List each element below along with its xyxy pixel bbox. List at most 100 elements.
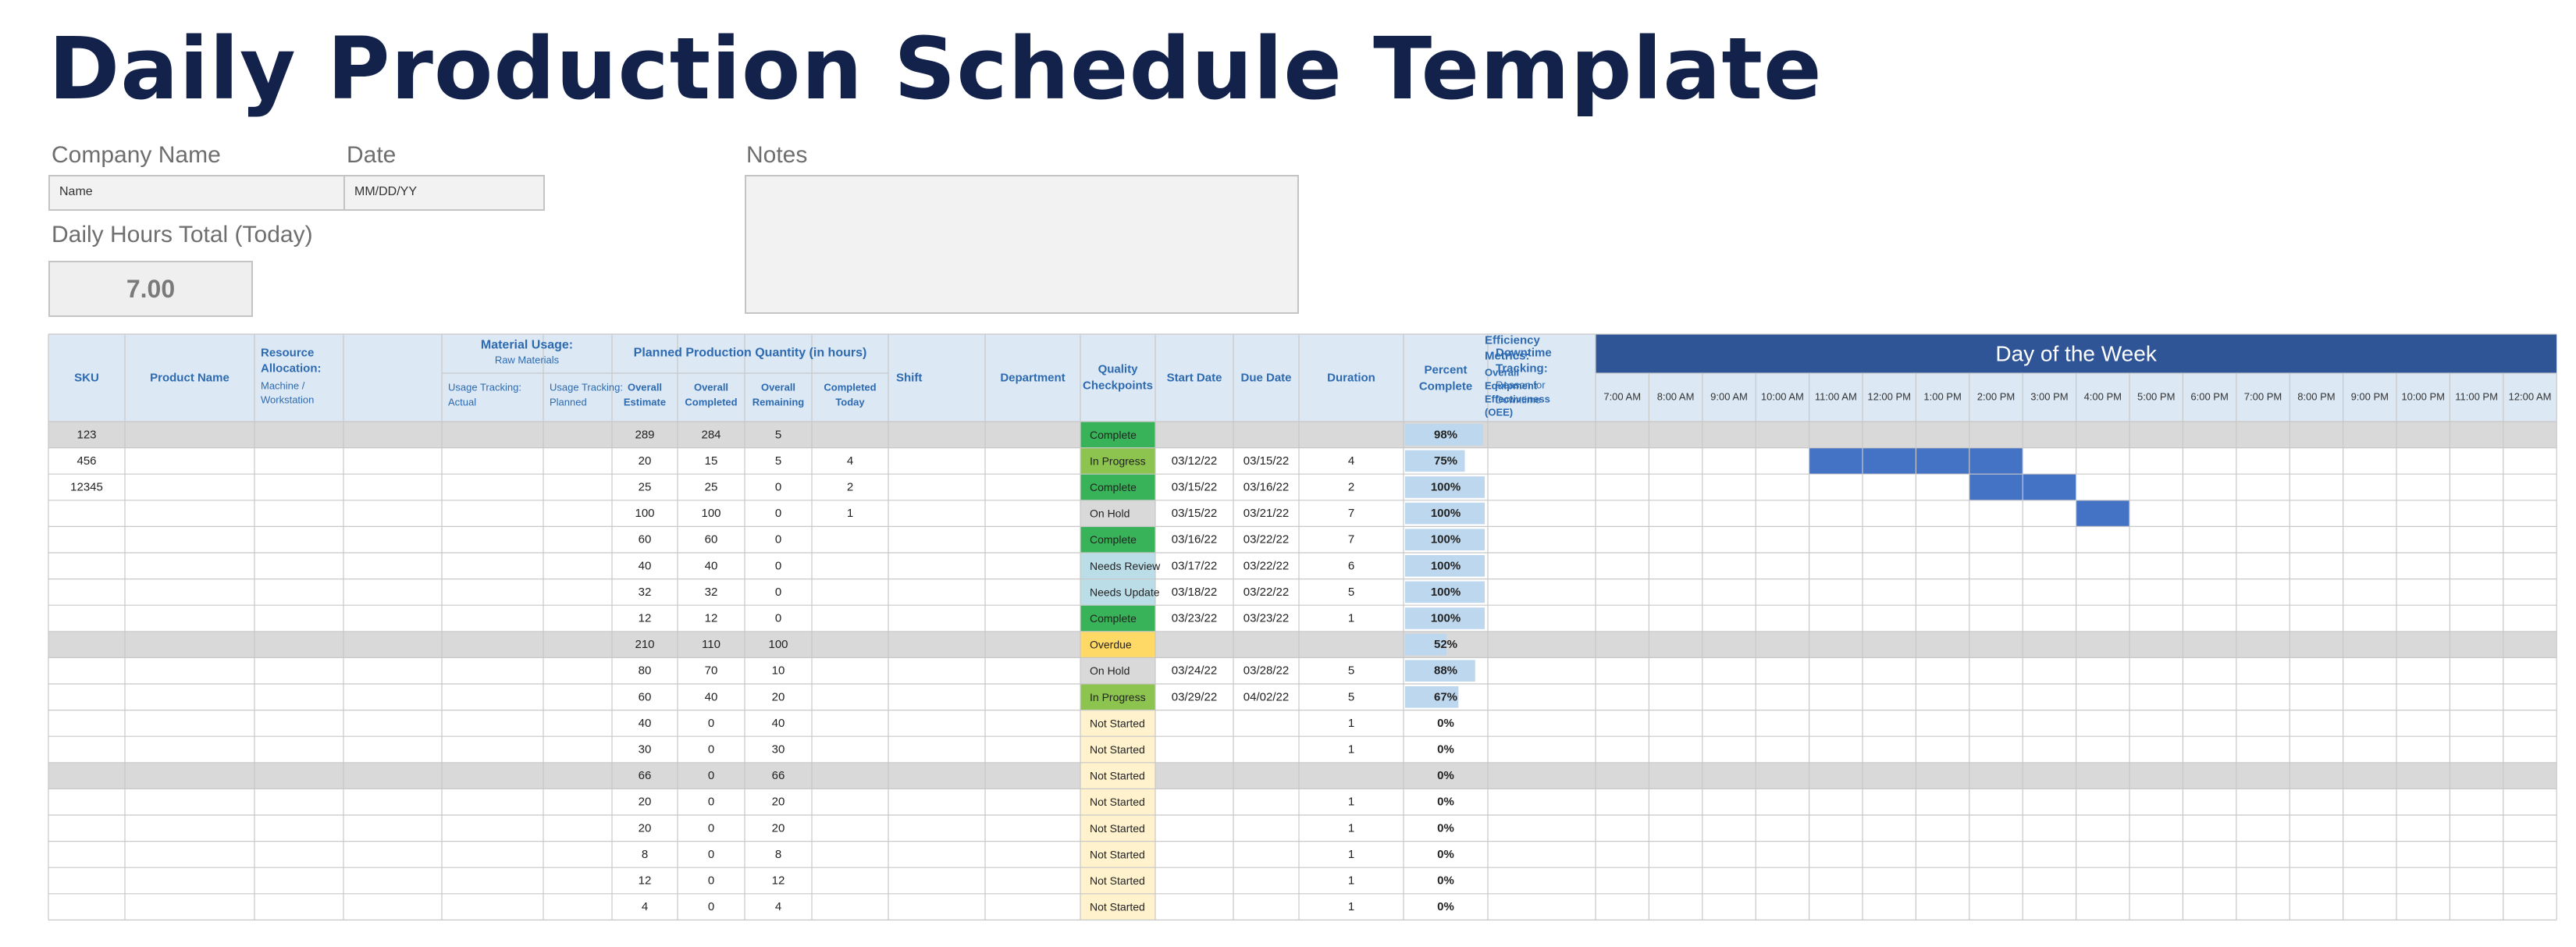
time-slot-header: 10:00 AM (1761, 391, 1804, 403)
resource-allocation-sub: Workstation (261, 394, 314, 406)
status-cell[interactable] (1080, 867, 1155, 894)
overall-remaining-cell: 0 (775, 612, 781, 625)
time-slot-header: 12:00 PM (1867, 391, 1911, 403)
overall-remaining-cell: 100 (768, 638, 788, 651)
gantt-block[interactable] (1809, 447, 1863, 475)
overall-remaining-cell: 8 (775, 848, 781, 861)
start-date-cell: 03/15/22 (1172, 481, 1217, 494)
status-cell[interactable] (1080, 605, 1155, 632)
status-cell[interactable] (1080, 579, 1155, 606)
planned-quantity-header: Planned Production Quantity (in hours) (634, 347, 867, 360)
percent-complete-cell: 0% (1437, 900, 1454, 913)
percent-complete-cell: 75% (1434, 454, 1457, 468)
status-cell[interactable] (1080, 815, 1155, 842)
status-cell[interactable] (1080, 736, 1155, 763)
status-cell[interactable] (1080, 474, 1155, 500)
gantt-block[interactable] (1916, 447, 1969, 475)
percent-complete-cell: 0% (1437, 874, 1454, 888)
efficiency-sub: (OEE) (1485, 407, 1513, 418)
overall-completed-header: Completed (685, 397, 737, 408)
status-cell[interactable] (1080, 631, 1155, 658)
status-cell[interactable] (1080, 500, 1155, 527)
start-date-cell: 03/12/22 (1172, 454, 1217, 468)
status-label: Complete (1090, 429, 1137, 441)
gantt-block[interactable] (2076, 500, 2129, 527)
status-label: Not Started (1090, 717, 1145, 729)
duration-cell: 5 (1348, 586, 1354, 599)
duration-cell: 1 (1348, 717, 1354, 730)
date-field[interactable] (343, 175, 545, 211)
sku-cell: 12345 (70, 481, 103, 494)
time-slot-header: 3:00 PM (2030, 391, 2068, 403)
due-date-cell: 03/22/22 (1244, 586, 1289, 599)
status-cell[interactable] (1080, 657, 1155, 684)
percent-complete-cell: 0% (1437, 769, 1454, 782)
status-label: Complete (1090, 481, 1137, 493)
gantt-block[interactable] (1969, 474, 2023, 500)
efficiency-sub: Effectiveness (1485, 393, 1550, 405)
completed-today-cell: 1 (847, 507, 853, 520)
overall-completed-cell: 284 (701, 428, 720, 441)
time-slot-header: 7:00 PM (2244, 391, 2282, 403)
overall-estimate-cell: 8 (642, 848, 648, 861)
status-cell[interactable] (1080, 526, 1155, 553)
resource-allocation-header: Resource (261, 347, 314, 360)
overall-completed-cell: 32 (705, 586, 718, 599)
notes-field[interactable] (745, 175, 1299, 314)
overall-remaining-cell: 4 (775, 900, 781, 913)
shift-header: Shift (896, 372, 922, 385)
percent-complete-bar (1405, 633, 1447, 656)
start-date-cell: 03/29/22 (1172, 690, 1217, 703)
status-cell[interactable] (1080, 684, 1155, 710)
group-row-background (48, 762, 2557, 789)
percent-complete-header: Complete (1419, 380, 1472, 393)
status-cell[interactable] (1080, 422, 1155, 448)
overall-remaining-cell: 30 (772, 743, 785, 757)
status-cell[interactable] (1080, 893, 1155, 920)
status-cell[interactable] (1080, 447, 1155, 475)
overall-estimate-header: Estimate (624, 397, 666, 408)
overall-completed-cell: 0 (708, 796, 714, 809)
percent-complete-bar (1405, 607, 1485, 629)
status-cell[interactable] (1080, 789, 1155, 815)
percent-complete-cell: 100% (1431, 507, 1461, 520)
status-cell[interactable] (1080, 841, 1155, 868)
overall-remaining-cell: 20 (772, 690, 785, 703)
overall-completed-cell: 0 (708, 717, 714, 730)
overall-estimate-cell: 289 (635, 428, 654, 441)
due-date-header: Due Date (1240, 372, 1291, 385)
company-name-field[interactable] (48, 175, 345, 211)
duration-cell: 1 (1348, 821, 1354, 835)
overall-remaining-cell: 10 (772, 664, 785, 678)
usage-planned-header: Planned (550, 397, 587, 408)
status-cell[interactable] (1080, 762, 1155, 789)
duration-cell: 7 (1348, 533, 1354, 546)
status-cell[interactable] (1080, 710, 1155, 737)
percent-complete-bar (1405, 686, 1459, 708)
overall-estimate-cell: 4 (642, 900, 648, 913)
gantt-block[interactable] (2023, 474, 2076, 500)
overall-remaining-cell: 20 (772, 796, 785, 809)
table-header-background (48, 334, 1596, 422)
gantt-block[interactable] (1969, 447, 2023, 475)
start-date-cell: 03/18/22 (1172, 586, 1217, 599)
efficiency-sub: Equipment (1485, 380, 1538, 392)
percent-complete-cell: 98% (1434, 428, 1457, 441)
overall-completed-cell: 0 (708, 743, 714, 757)
status-label: Complete (1090, 612, 1137, 625)
duration-cell: 7 (1348, 507, 1354, 520)
percent-complete-bar (1405, 476, 1485, 498)
product-name-header: Product Name (150, 372, 229, 385)
overall-remaining-cell: 66 (772, 769, 785, 782)
start-date-cell: 03/16/22 (1172, 533, 1217, 546)
gantt-block[interactable] (1863, 447, 1916, 475)
downtime-sub: Reason for (1496, 379, 1546, 391)
status-label: In Progress (1090, 691, 1146, 703)
date-label: Date (347, 142, 397, 168)
status-label: In Progress (1090, 454, 1146, 467)
daily-hours-total[interactable]: 7.00 (48, 261, 253, 317)
status-cell[interactable] (1080, 553, 1155, 579)
status-label: Not Started (1090, 901, 1145, 913)
efficiency-header: Metrics: (1485, 350, 1530, 363)
